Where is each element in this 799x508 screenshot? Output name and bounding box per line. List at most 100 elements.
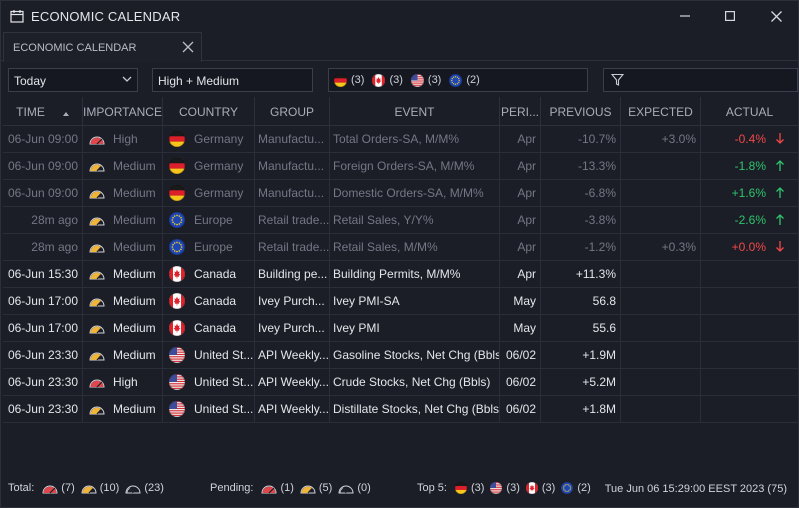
importance-filter[interactable]: High + Medium: [152, 68, 313, 92]
importance-medium-icon: [89, 352, 105, 360]
cell-previous: -3.8%: [541, 207, 621, 233]
cell-country: Canada: [163, 315, 255, 341]
flag-eu-icon: [169, 212, 185, 228]
cell-country-text: Germany: [194, 132, 244, 146]
cell-country: Canada: [163, 261, 255, 287]
table-row[interactable]: 06-Jun 23:30 Medium United St... API Weekl…: [3, 396, 798, 423]
importance-medium-icon: [89, 298, 105, 306]
cell-period-text: Apr: [517, 240, 536, 254]
importance-medium-icon: [89, 163, 105, 171]
footer-top-germany: (3): [449, 482, 484, 494]
cell-previous: +11.3%: [541, 261, 621, 287]
cell-event-text: Retail Sales, Y/Y%: [333, 213, 434, 227]
date-range-select[interactable]: Today: [8, 68, 138, 92]
footer-total-medium: (10): [75, 482, 119, 494]
cell-previous: 55.6: [541, 315, 621, 341]
cell-period-text: 06/02: [505, 375, 536, 389]
country-filter-chip-germany[interactable]: (3): [334, 73, 369, 87]
cell-time-text: 06-Jun 09:00: [7, 186, 78, 200]
close-window-button[interactable]: [761, 5, 791, 27]
table-row[interactable]: 06-Jun 09:00 Medium Germany Manufactu... Do…: [3, 180, 798, 207]
cell-importance: Medium: [83, 261, 163, 287]
importance-medium-icon: [81, 485, 97, 493]
tab-close-icon[interactable]: [182, 41, 194, 53]
country-filter[interactable]: (3) (3) (3) (2): [328, 68, 588, 92]
cell-country-text: Europe: [194, 240, 233, 254]
search-input[interactable]: [603, 68, 798, 92]
cell-time: 06-Jun 09:00: [3, 126, 83, 152]
cell-period: Apr: [500, 180, 541, 206]
table-row[interactable]: 06-Jun 23:30 High United St... API Weekly.…: [3, 369, 798, 396]
cell-actual: [701, 288, 798, 314]
cell-actual-text: +1.6%: [731, 186, 766, 200]
column-header-importance[interactable]: IMPORTANCE: [83, 97, 163, 126]
trend-up-arrow-icon: [776, 187, 784, 198]
cell-previous-text: +11.3%: [575, 267, 616, 281]
table-row[interactable]: 06-Jun 09:00 Medium Germany Manufactu... Fo…: [3, 153, 798, 180]
cell-event: Ivey PMI: [330, 315, 500, 341]
cell-time-text: 06-Jun 09:00: [7, 159, 78, 173]
table-row[interactable]: 28m ago Medium Europe Retail trade... Retai…: [3, 207, 798, 234]
trend-up-arrow-icon: [776, 214, 784, 225]
cell-period-text: May: [513, 294, 536, 308]
cell-importance-text: Medium: [113, 402, 156, 416]
column-header-expected[interactable]: EXPECTED: [621, 97, 701, 126]
cell-group-text: Manufactu...: [258, 159, 325, 173]
footer-count: (7): [61, 482, 75, 494]
cell-actual: +1.6%: [701, 180, 798, 206]
cell-time: 06-Jun 09:00: [3, 180, 83, 206]
cell-period: 06/02: [500, 369, 541, 395]
cell-actual: [701, 369, 798, 395]
cell-previous-text: -6.8%: [584, 186, 616, 200]
column-header-country[interactable]: COUNTRY: [163, 97, 255, 126]
cell-expected: +3.0%: [621, 126, 701, 152]
table-row[interactable]: 06-Jun 09:00 High Germany Manufactu... Tota…: [3, 126, 798, 153]
cell-actual: -1.8%: [701, 153, 798, 179]
cell-time-text: 28m ago: [31, 213, 78, 227]
cell-previous: 56.8: [541, 288, 621, 314]
table-row[interactable]: 06-Jun 15:30 Medium Canada Building pe... B…: [3, 261, 798, 288]
cell-event-text: Distillate Stocks, Net Chg (Bbls): [333, 402, 500, 416]
importance-low-icon: [125, 485, 141, 493]
country-filter-count: (3): [389, 74, 403, 86]
cell-country: United St...: [163, 342, 255, 368]
importance-medium-icon: [89, 271, 105, 279]
importance-medium-icon: [89, 217, 105, 225]
cell-group: Building pe...: [255, 261, 330, 287]
cell-previous: -13.3%: [541, 153, 621, 179]
column-header-time[interactable]: TIME: [3, 97, 83, 126]
cell-period-text: Apr: [517, 132, 536, 146]
flag-canada-icon: [169, 320, 185, 336]
column-header-event[interactable]: EVENT: [330, 97, 500, 126]
column-header-previous[interactable]: PREVIOUS: [541, 97, 621, 126]
title-bar[interactable]: ECONOMIC CALENDAR: [1, 1, 798, 31]
date-range-value: Today: [14, 74, 47, 88]
table-row[interactable]: 06-Jun 17:00 Medium Canada Ivey Purch... Iv…: [3, 288, 798, 315]
country-filter-chip-canada[interactable]: (3): [372, 73, 407, 87]
cell-group-text: Building pe...: [258, 267, 328, 281]
country-filter-count: (3): [427, 74, 442, 86]
table-row[interactable]: 06-Jun 17:00 Medium Canada Ivey Purch... Iv…: [3, 315, 798, 342]
cell-previous-text: 56.8: [592, 294, 616, 308]
cell-expected: [621, 369, 701, 395]
column-header-period[interactable]: PERI...: [500, 97, 541, 126]
column-header-group[interactable]: GROUP: [255, 97, 330, 126]
cell-time-text: 06-Jun 17:00: [7, 321, 78, 335]
cell-country: Germany: [163, 153, 255, 179]
country-filter-chip-usa[interactable]: (3): [410, 73, 446, 87]
column-header-actual[interactable]: ACTUAL: [725, 104, 774, 119]
cell-expected: [621, 315, 701, 341]
tab-economic-calendar[interactable]: ECONOMIC CALENDAR: [3, 32, 202, 62]
maximize-button[interactable]: [715, 5, 745, 27]
cell-time: 06-Jun 23:30: [3, 396, 83, 422]
cell-time-text: 06-Jun 15:30: [7, 267, 78, 281]
minimize-button[interactable]: [670, 5, 700, 27]
cell-importance: Medium: [83, 207, 163, 233]
country-filter-chip-eu[interactable]: (2): [449, 73, 484, 87]
cell-event-text: Gasoline Stocks, Net Chg (Bbls): [333, 348, 500, 362]
importance-medium-icon: [300, 485, 316, 493]
table-row[interactable]: 06-Jun 23:30 Medium United St... API Weekl…: [3, 342, 798, 369]
table-row[interactable]: 28m ago Medium Europe Retail trade... Retai…: [3, 234, 798, 261]
cell-previous-text: -13.3%: [577, 159, 616, 173]
